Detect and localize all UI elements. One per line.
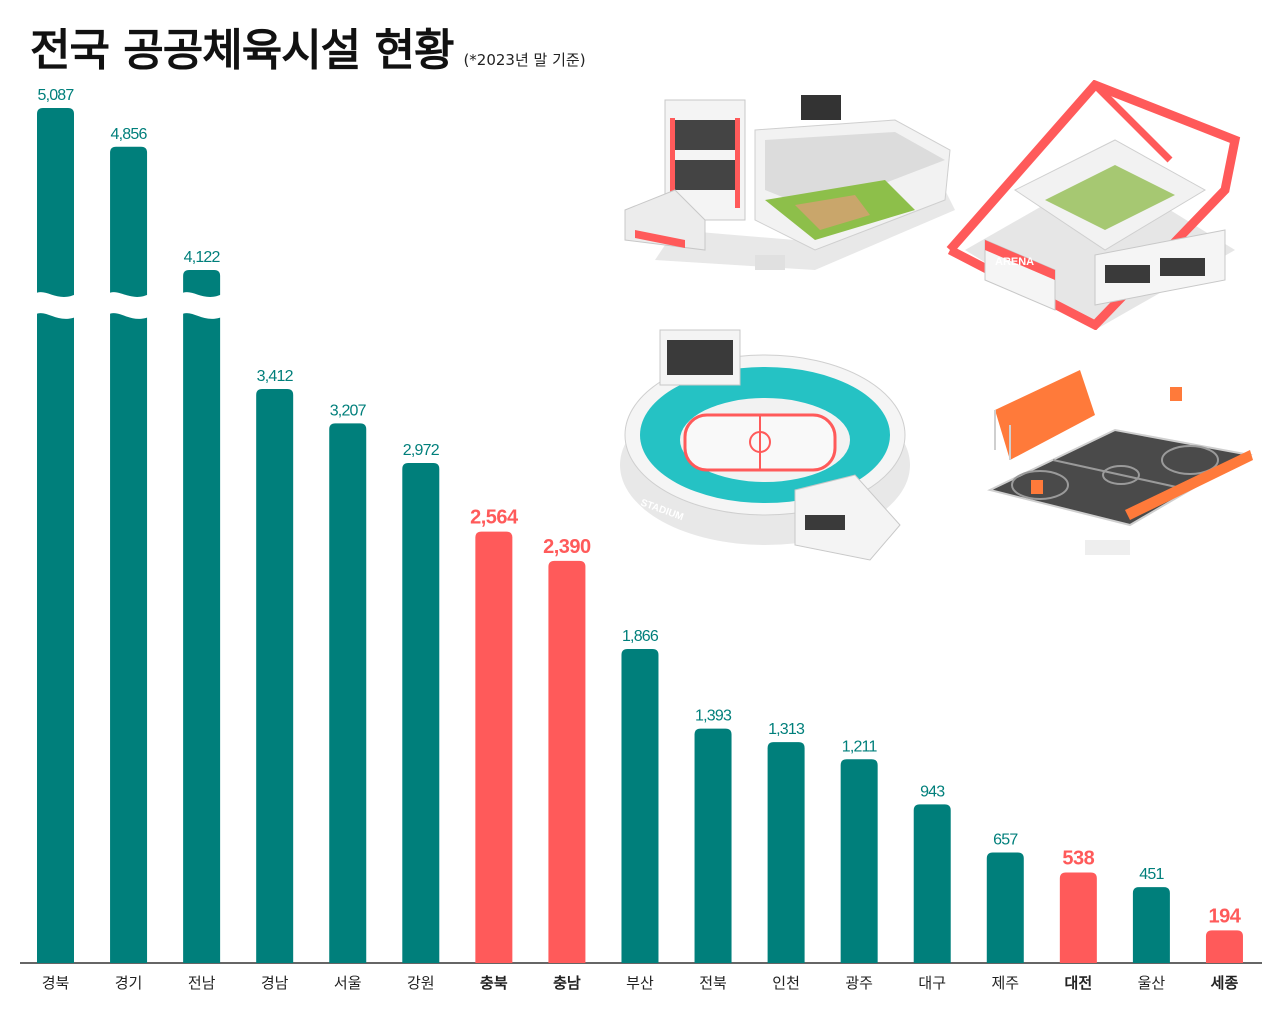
value-label-전남: 4,122 — [184, 249, 221, 266]
category-label-서울: 서울 — [334, 974, 362, 992]
bar-충북 — [475, 531, 513, 963]
bar-전북 — [694, 728, 732, 963]
category-label-제주: 제주 — [991, 974, 1019, 992]
value-label-인천: 1,313 — [768, 721, 805, 738]
value-label-부산: 1,866 — [622, 628, 659, 645]
category-label-세종: 세종 — [1211, 974, 1239, 992]
value-label-울산: 451 — [1139, 866, 1164, 883]
category-label-충남: 충남 — [553, 974, 581, 992]
category-label-경남: 경남 — [261, 974, 289, 992]
category-label-경북: 경북 — [42, 974, 70, 992]
category-label-인천: 인천 — [772, 974, 800, 992]
bar-경남 — [256, 388, 294, 963]
bar-전남 — [183, 270, 221, 963]
category-label-충북: 충북 — [480, 974, 508, 992]
bar-경기 — [110, 146, 148, 963]
bar-세종 — [1205, 930, 1243, 963]
bar-서울 — [329, 423, 367, 963]
value-label-광주: 1,211 — [842, 738, 878, 755]
arena-sign-text: ARENA — [995, 256, 1034, 268]
category-label-울산: 울산 — [1138, 974, 1166, 992]
value-label-경기: 4,856 — [111, 126, 148, 143]
category-label-대구: 대구 — [918, 974, 946, 992]
basketball-court-illustration — [987, 370, 1253, 555]
bar-인천 — [767, 742, 805, 963]
value-label-충북: 2,564 — [470, 507, 519, 529]
bar-광주 — [840, 759, 878, 963]
category-label-전남: 전남 — [188, 974, 216, 992]
value-label-경북: 5,087 — [37, 87, 74, 104]
value-label-대구: 943 — [920, 783, 945, 800]
category-label-전북: 전북 — [699, 974, 727, 992]
value-label-제주: 657 — [993, 831, 1018, 848]
category-label-경기: 경기 — [115, 974, 143, 992]
value-label-강원: 2,972 — [403, 442, 440, 459]
bar-대구 — [913, 804, 951, 963]
category-label-대전: 대전 — [1065, 974, 1093, 992]
value-label-서울: 3,207 — [330, 402, 367, 419]
value-label-대전: 538 — [1062, 847, 1094, 869]
category-label-강원: 강원 — [407, 974, 435, 992]
bar-경북 — [37, 108, 74, 963]
chart-subtitle: (*2023년 말 기준) — [463, 51, 586, 69]
bar-부산 — [621, 649, 659, 963]
axis-break-mark — [179, 292, 225, 319]
axis-break-mark — [33, 292, 78, 319]
value-label-세종: 194 — [1209, 905, 1242, 927]
baseball-stadium-illustration — [624, 95, 955, 270]
value-label-전북: 1,393 — [695, 708, 732, 725]
bar-울산 — [1132, 887, 1170, 963]
category-label-부산: 부산 — [626, 974, 654, 992]
axis-break-mark — [106, 292, 152, 319]
value-label-충남: 2,390 — [543, 536, 591, 558]
ice-rink-stadium-illustration: STADIUM — [620, 329, 910, 561]
bar-충남 — [548, 560, 586, 963]
bar-강원 — [402, 462, 440, 963]
bar-제주 — [986, 852, 1024, 963]
chart-title: 전국 공공체육시설 현황 — [30, 25, 454, 76]
bar-대전 — [1059, 872, 1097, 963]
arena-illustration: ARENA — [946, 80, 1241, 330]
value-label-경남: 3,412 — [257, 368, 294, 385]
title-block: 전국 공공체육시설 현황 (*2023년 말 기준) — [30, 14, 586, 78]
category-label-광주: 광주 — [845, 974, 873, 992]
